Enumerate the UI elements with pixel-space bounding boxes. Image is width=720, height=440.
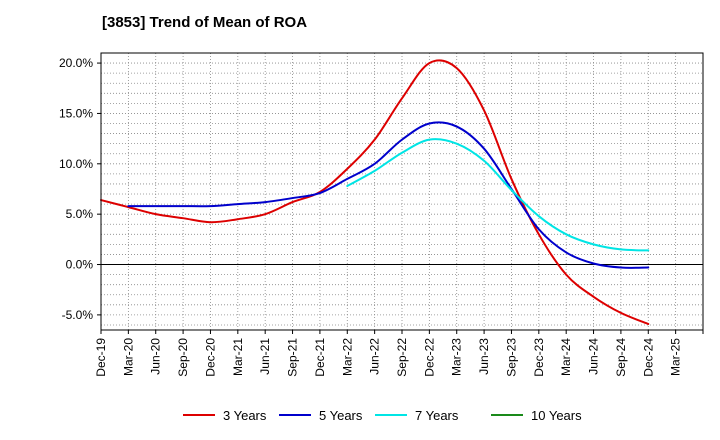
legend-label: 10 Years: [531, 408, 582, 423]
x-tick-label: Dec-22: [422, 338, 436, 377]
x-axis-ticks: Dec-19 Mar-20 Jun-20 Sep-20 Dec-20 Mar-21 Jun-…: [94, 330, 704, 377]
x-tick-label: Sep-21: [286, 338, 300, 377]
x-tick-label: Sep-20: [176, 338, 190, 377]
legend: 3 Years 5 Years 7 Years 10 Years: [183, 408, 582, 423]
x-tick-label: Mar-24: [559, 338, 573, 376]
x-tick-label: Dec-21: [313, 338, 327, 377]
x-tick-label: Jun-23: [477, 338, 491, 375]
y-tick-label: 5.0%: [66, 207, 94, 221]
legend-label: 7 Years: [415, 408, 459, 423]
x-tick-label: Mar-25: [669, 338, 683, 376]
x-tick-label: Mar-20: [121, 338, 135, 376]
x-tick-label: Jun-24: [587, 338, 601, 375]
x-tick-label: Sep-22: [395, 338, 409, 377]
x-tick-label: Jun-20: [149, 338, 163, 375]
grid-lines: [101, 52, 703, 330]
y-tick-label: 15.0%: [59, 106, 93, 120]
chart-title: [3853] Trend of Mean of ROA: [102, 14, 308, 31]
x-tick-label: Dec-23: [532, 338, 546, 377]
x-tick-label: Jun-22: [368, 338, 382, 375]
x-tick-label: Dec-24: [641, 338, 655, 377]
x-tick-label: Sep-23: [504, 338, 518, 377]
x-tick-label: Mar-21: [231, 338, 245, 376]
y-axis-ticks: 20.0% 15.0% 10.0% 5.0% 0.0% -5.0%: [59, 56, 101, 322]
series-line-5-years: [127, 121, 650, 269]
x-tick-label: Mar-23: [450, 338, 464, 376]
x-tick-label: Mar-22: [340, 338, 354, 376]
x-tick-label: Sep-24: [614, 338, 628, 377]
series-lines: [100, 59, 650, 325]
x-tick-label: Dec-19: [94, 338, 108, 377]
y-tick-label: 0.0%: [66, 258, 94, 272]
legend-label: 3 Years: [223, 408, 267, 423]
series-line-7-years: [346, 138, 650, 252]
legend-label: 5 Years: [319, 408, 363, 423]
y-tick-label: -5.0%: [62, 308, 94, 322]
series-line-3-years: [100, 59, 650, 325]
x-tick-label: Jun-21: [258, 338, 272, 375]
y-tick-label: 10.0%: [59, 157, 93, 171]
y-tick-label: 20.0%: [59, 56, 93, 70]
x-tick-label: Dec-20: [203, 338, 217, 377]
